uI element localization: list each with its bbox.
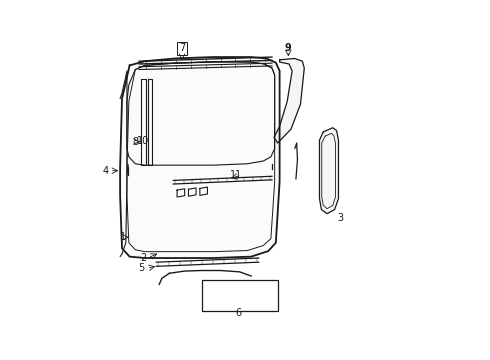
Text: 1: 1 <box>120 232 126 242</box>
Text: 2: 2 <box>140 253 146 263</box>
Text: 9: 9 <box>285 43 292 53</box>
Text: 7: 7 <box>179 43 185 53</box>
Text: 11: 11 <box>230 170 242 180</box>
Text: 10: 10 <box>137 136 149 146</box>
Text: 5: 5 <box>138 263 144 273</box>
Text: 6: 6 <box>236 308 242 318</box>
Text: 3: 3 <box>337 213 343 223</box>
Text: 4: 4 <box>103 166 109 176</box>
Text: 8: 8 <box>132 136 138 147</box>
Polygon shape <box>319 128 339 214</box>
Polygon shape <box>120 57 280 258</box>
Polygon shape <box>274 58 304 143</box>
